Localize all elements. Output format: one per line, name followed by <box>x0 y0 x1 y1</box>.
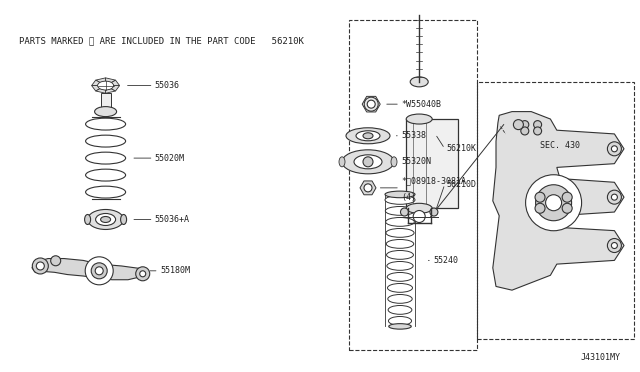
Text: 56210D: 56210D <box>446 180 476 189</box>
Polygon shape <box>360 181 376 195</box>
Polygon shape <box>106 89 115 93</box>
Circle shape <box>364 184 372 192</box>
Text: 55020M: 55020M <box>155 154 185 163</box>
Ellipse shape <box>391 157 397 167</box>
Circle shape <box>607 142 621 156</box>
Circle shape <box>413 211 425 222</box>
Bar <box>349 20 477 350</box>
Ellipse shape <box>386 218 414 226</box>
Circle shape <box>611 146 618 152</box>
Circle shape <box>562 192 572 202</box>
Ellipse shape <box>388 317 412 325</box>
Ellipse shape <box>388 305 412 314</box>
Ellipse shape <box>406 114 432 124</box>
Ellipse shape <box>95 107 116 116</box>
Ellipse shape <box>385 206 415 215</box>
Ellipse shape <box>387 283 413 292</box>
Circle shape <box>545 195 562 211</box>
Text: 55036: 55036 <box>155 81 180 90</box>
Circle shape <box>525 175 582 231</box>
Text: J43101MY: J43101MY <box>581 353 621 362</box>
Ellipse shape <box>86 186 125 198</box>
Ellipse shape <box>88 209 124 230</box>
Ellipse shape <box>387 273 413 281</box>
Circle shape <box>611 243 618 248</box>
Text: 55240: 55240 <box>433 256 458 265</box>
Ellipse shape <box>95 214 116 225</box>
Polygon shape <box>111 80 120 86</box>
Circle shape <box>521 127 529 135</box>
Circle shape <box>136 267 150 281</box>
Circle shape <box>521 121 529 129</box>
Polygon shape <box>111 86 120 91</box>
Circle shape <box>607 238 621 253</box>
Ellipse shape <box>406 203 432 213</box>
Text: 55180M: 55180M <box>160 266 190 275</box>
Circle shape <box>535 203 545 213</box>
Circle shape <box>536 185 572 221</box>
Circle shape <box>95 267 103 275</box>
Ellipse shape <box>385 191 415 198</box>
Text: SEC. 430: SEC. 430 <box>540 141 580 150</box>
Ellipse shape <box>342 150 394 174</box>
Ellipse shape <box>385 196 415 204</box>
Text: *W55040B: *W55040B <box>401 100 442 109</box>
Circle shape <box>92 263 108 279</box>
Ellipse shape <box>86 118 125 130</box>
Circle shape <box>140 271 146 277</box>
Polygon shape <box>92 80 100 86</box>
Polygon shape <box>96 78 106 83</box>
Bar <box>100 93 111 110</box>
Ellipse shape <box>84 215 91 224</box>
Circle shape <box>363 157 373 167</box>
Ellipse shape <box>388 324 412 329</box>
Bar <box>477 82 634 339</box>
Text: 55320N: 55320N <box>401 157 431 166</box>
Text: 55338: 55338 <box>401 131 426 140</box>
Circle shape <box>513 120 524 129</box>
Circle shape <box>401 208 408 216</box>
Ellipse shape <box>98 81 114 90</box>
Ellipse shape <box>388 295 412 303</box>
Ellipse shape <box>100 217 111 222</box>
Circle shape <box>85 257 113 285</box>
Polygon shape <box>106 78 115 83</box>
Ellipse shape <box>86 135 125 147</box>
Ellipse shape <box>387 240 413 248</box>
Ellipse shape <box>86 152 125 164</box>
Circle shape <box>607 190 621 204</box>
Text: (4): (4) <box>401 193 416 202</box>
Ellipse shape <box>386 228 414 237</box>
Circle shape <box>32 258 49 274</box>
Text: PARTS MARKED 巨 ARE INCLUDED IN THE PART CODE   56210K: PARTS MARKED 巨 ARE INCLUDED IN THE PART … <box>19 36 304 45</box>
Circle shape <box>430 208 438 216</box>
Text: *巨08918-3081A: *巨08918-3081A <box>401 176 467 185</box>
Text: 55036+A: 55036+A <box>155 215 190 224</box>
Circle shape <box>364 97 378 111</box>
Text: 56210K: 56210K <box>446 144 476 153</box>
Ellipse shape <box>346 128 390 144</box>
Circle shape <box>611 194 618 200</box>
Circle shape <box>562 203 572 213</box>
Bar <box>406 119 458 208</box>
Ellipse shape <box>410 77 428 87</box>
Polygon shape <box>92 86 100 91</box>
Circle shape <box>534 121 541 129</box>
Ellipse shape <box>120 215 127 224</box>
Ellipse shape <box>363 133 373 139</box>
Circle shape <box>367 100 375 108</box>
Polygon shape <box>32 259 147 280</box>
Polygon shape <box>493 112 624 290</box>
Circle shape <box>534 127 541 135</box>
Ellipse shape <box>86 169 125 181</box>
Ellipse shape <box>356 131 380 141</box>
Ellipse shape <box>387 262 413 270</box>
Circle shape <box>535 192 545 202</box>
Circle shape <box>36 262 44 270</box>
Circle shape <box>51 256 61 266</box>
Polygon shape <box>96 89 106 93</box>
Ellipse shape <box>339 157 345 167</box>
Ellipse shape <box>354 155 382 169</box>
Ellipse shape <box>387 250 413 259</box>
